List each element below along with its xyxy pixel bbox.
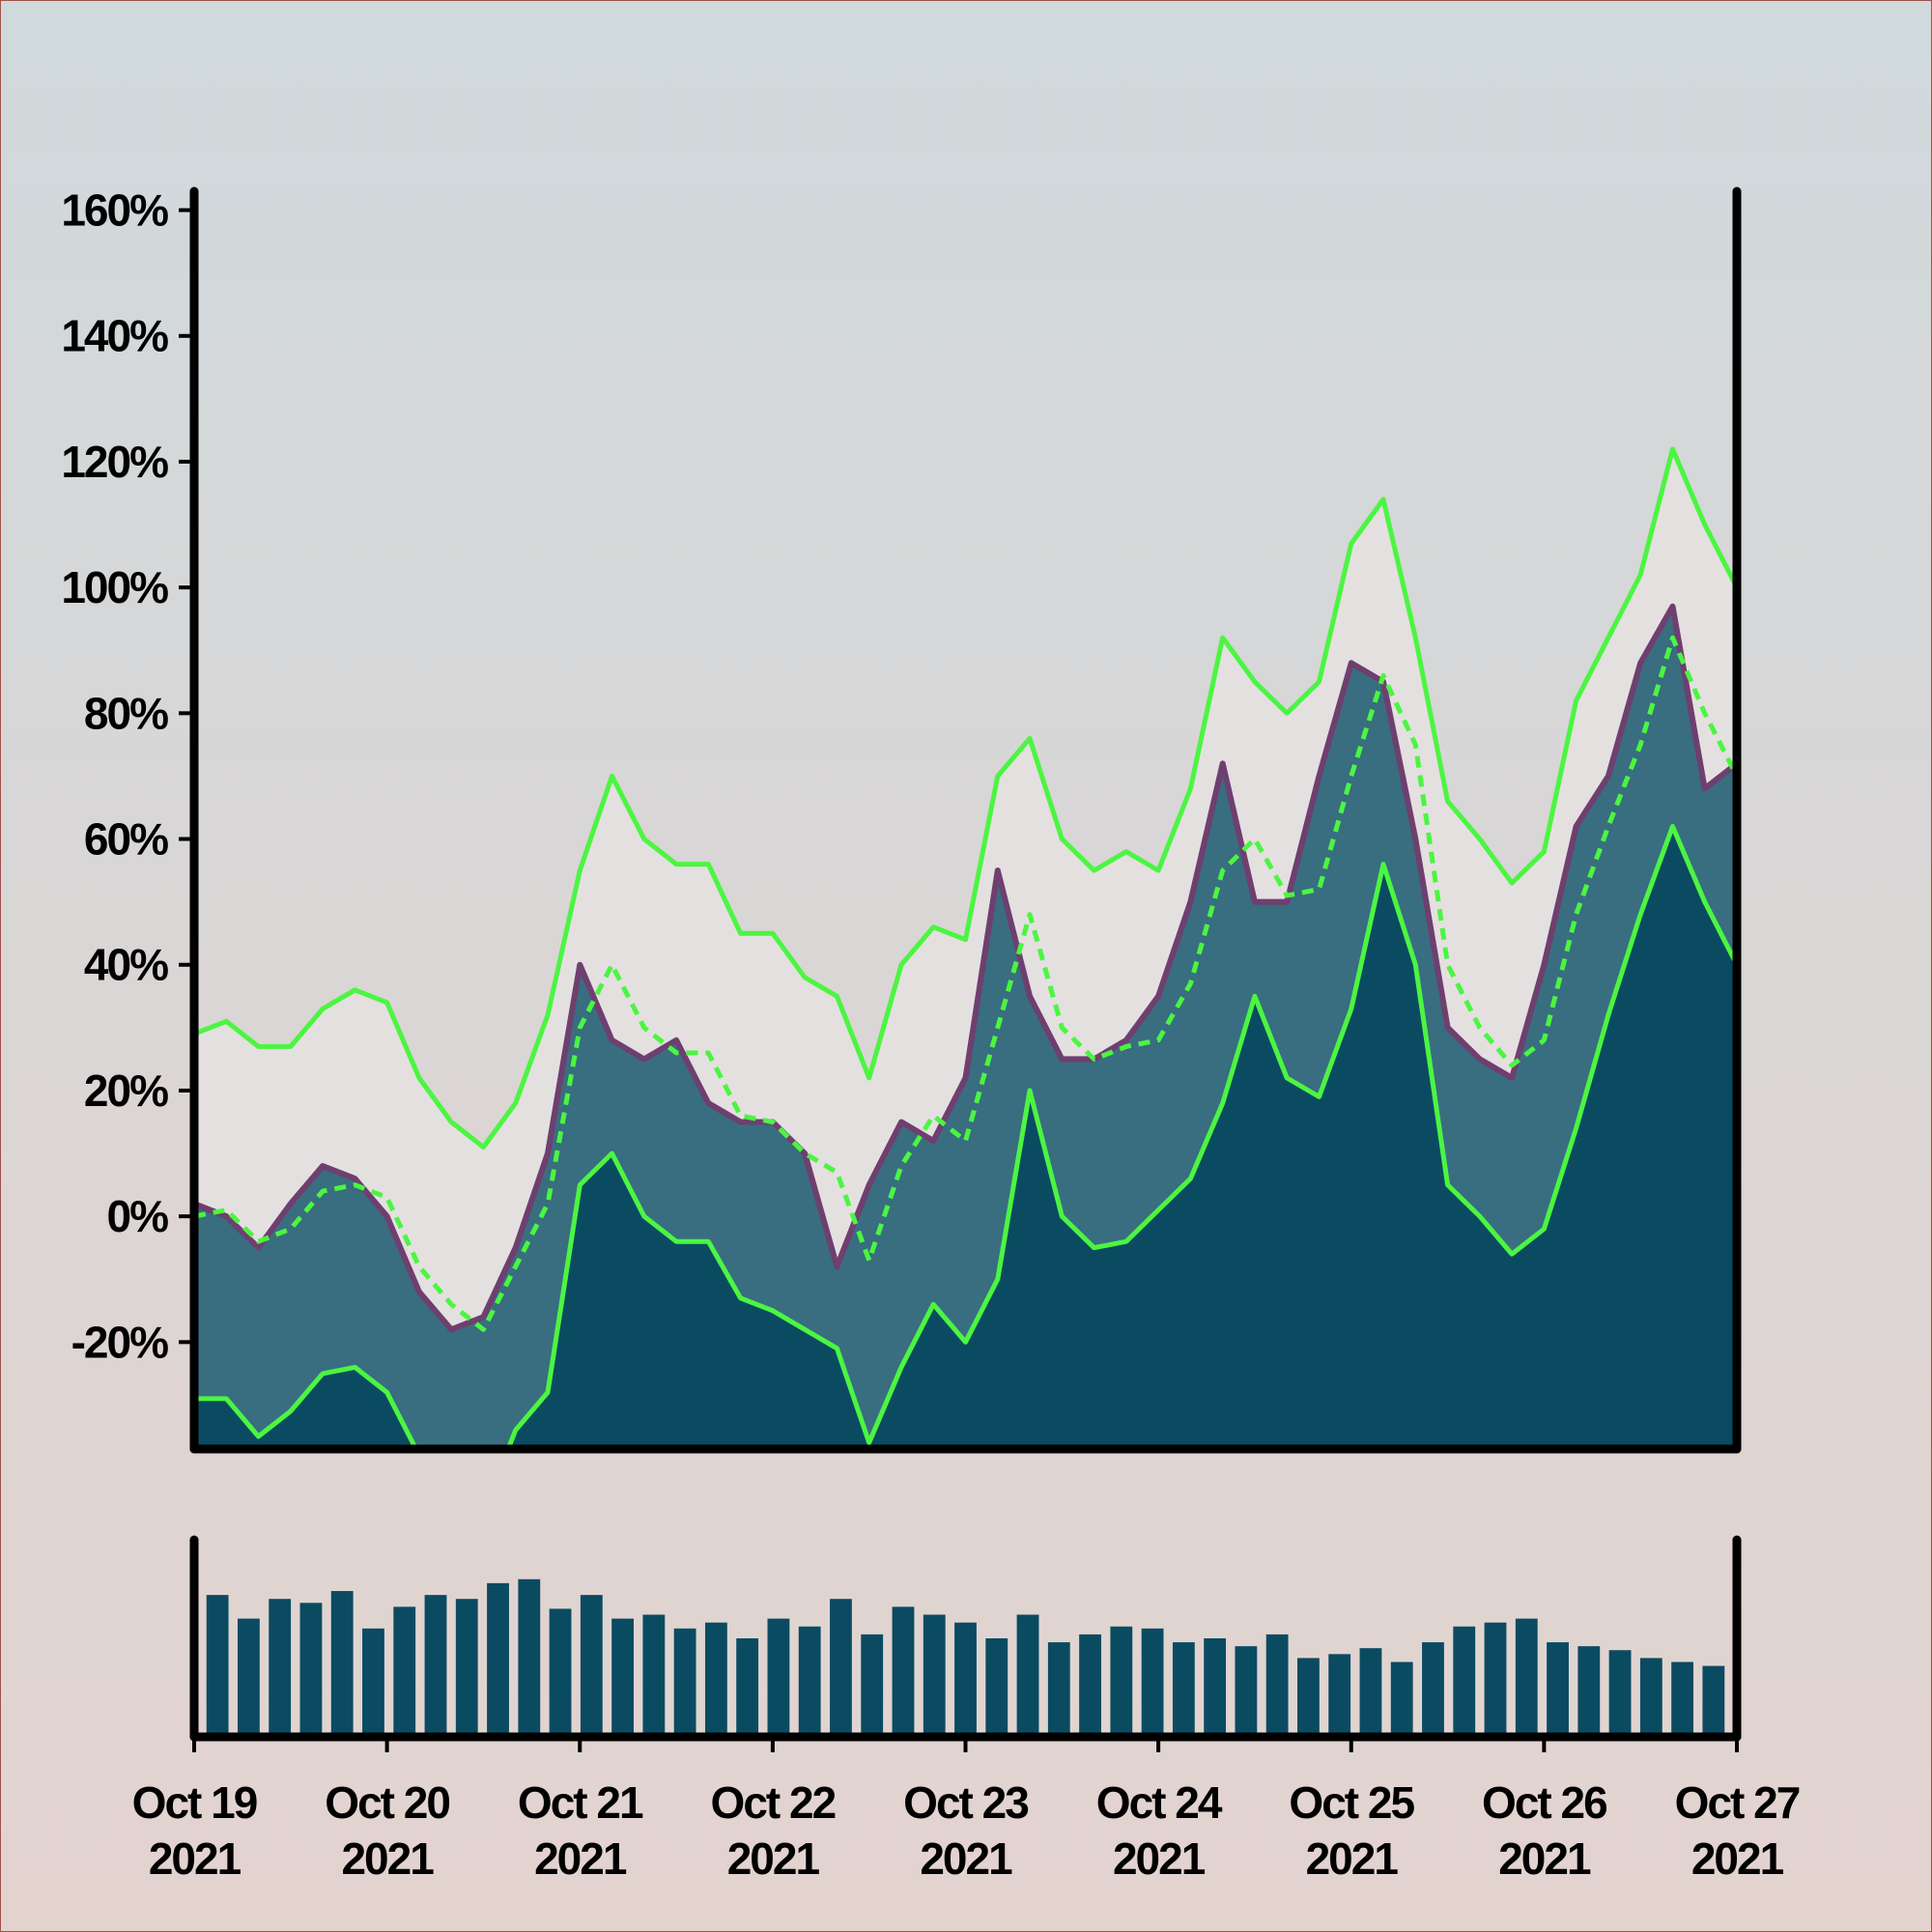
volume-bar [830, 1599, 852, 1737]
volume-bar [455, 1599, 478, 1737]
x-tick-label: Oct 27 [1675, 1777, 1800, 1828]
volume-bar [1047, 1642, 1070, 1737]
x-tick-sublabel: 2021 [1113, 1833, 1206, 1884]
volume-bar [1016, 1614, 1039, 1737]
volume-bar [269, 1599, 292, 1737]
upper-band [194, 446, 1737, 1150]
volume-bar [1515, 1618, 1538, 1737]
volume-bar [1702, 1665, 1725, 1737]
volume-bar [1577, 1646, 1601, 1737]
volume-bar [798, 1626, 821, 1737]
x-tick-label: Oct 19 [132, 1777, 257, 1828]
main-plot [194, 446, 1737, 1449]
x-tick-label: Oct 23 [903, 1777, 1028, 1828]
volume-bar [206, 1595, 229, 1737]
volume-bar [549, 1608, 572, 1737]
volume-bar [985, 1638, 1009, 1737]
volume-bar [1265, 1634, 1289, 1737]
volume-bar [861, 1634, 884, 1737]
volume-bar [1110, 1626, 1133, 1737]
y-tick-label: 120% [61, 437, 168, 487]
volume-bar [892, 1606, 915, 1737]
volume-bar [362, 1628, 384, 1737]
volume-bar [237, 1618, 260, 1737]
volume-bar [1235, 1646, 1258, 1737]
x-tick-sublabel: 2021 [534, 1833, 627, 1884]
x-tick-label: Oct 22 [711, 1777, 836, 1828]
volume-bar [1141, 1628, 1164, 1737]
volume-bar [611, 1618, 634, 1737]
x-tick-sublabel: 2021 [1498, 1833, 1591, 1884]
volume-bar [673, 1628, 696, 1737]
x-tick-label: Oct 21 [518, 1777, 643, 1828]
volume-bar [642, 1614, 666, 1737]
x-tick-label: Oct 20 [325, 1777, 449, 1828]
volume-bar [704, 1622, 727, 1737]
y-tick-label: 20% [84, 1065, 168, 1116]
volume-bar [1297, 1658, 1320, 1737]
volume-bar [1422, 1642, 1444, 1737]
volume-bar [1639, 1658, 1662, 1737]
lower-band [194, 824, 1737, 1449]
y-tick-label: 0% [107, 1191, 169, 1241]
volume-bar [580, 1595, 603, 1737]
volume-bar [767, 1618, 790, 1737]
x-tick-sublabel: 2021 [920, 1833, 1012, 1884]
volume-bar [1547, 1642, 1569, 1737]
axes: -20% 0% 20% 40% 60% 80% 100% 120% 140% 160% Oct 19… [61, 185, 1801, 1884]
x-tick-sublabel: 2021 [1691, 1833, 1784, 1884]
x-tick-sublabel: 2021 [149, 1833, 242, 1884]
volume-bar [1484, 1622, 1507, 1737]
volume-bar [1359, 1648, 1382, 1737]
volume-bar [518, 1578, 541, 1737]
volume-bar [1204, 1638, 1227, 1737]
volume-bar [1671, 1662, 1694, 1737]
volume-bar [1608, 1650, 1632, 1737]
x-tick-label: Oct 24 [1096, 1777, 1223, 1828]
y-tick-label: 160% [61, 185, 168, 236]
middle-band [194, 635, 1737, 1332]
y-tick-label: 100% [61, 562, 168, 612]
x-tick-sublabel: 2021 [341, 1833, 434, 1884]
y-tick-label: 60% [84, 814, 168, 865]
lower-band-fill [194, 826, 1737, 1449]
volume-bar [330, 1591, 354, 1737]
volume-bar [1079, 1634, 1101, 1737]
x-tick-sublabel: 2021 [1306, 1833, 1399, 1884]
volume-bar [923, 1614, 946, 1737]
volume-bar [487, 1582, 509, 1737]
x-tick-label: Oct 26 [1482, 1777, 1606, 1828]
volume-bar [299, 1603, 323, 1737]
volume-plot [206, 1578, 1725, 1737]
volume-bar [736, 1638, 759, 1737]
volume-bar [1453, 1626, 1476, 1737]
volume-bar [393, 1606, 416, 1737]
volume-bar [1390, 1662, 1413, 1737]
volume-bar [954, 1622, 977, 1737]
x-tick-sublabel: 2021 [727, 1833, 820, 1884]
y-tick-label: 80% [84, 688, 168, 738]
volume-bar [1328, 1654, 1351, 1737]
x-tick-label: Oct 25 [1289, 1777, 1414, 1828]
y-tick-label: 40% [84, 940, 168, 990]
volume-bar [1172, 1642, 1195, 1737]
y-tick-label: -20% [71, 1317, 168, 1367]
y-tick-label: 140% [61, 311, 168, 361]
volume-bar [424, 1595, 447, 1737]
